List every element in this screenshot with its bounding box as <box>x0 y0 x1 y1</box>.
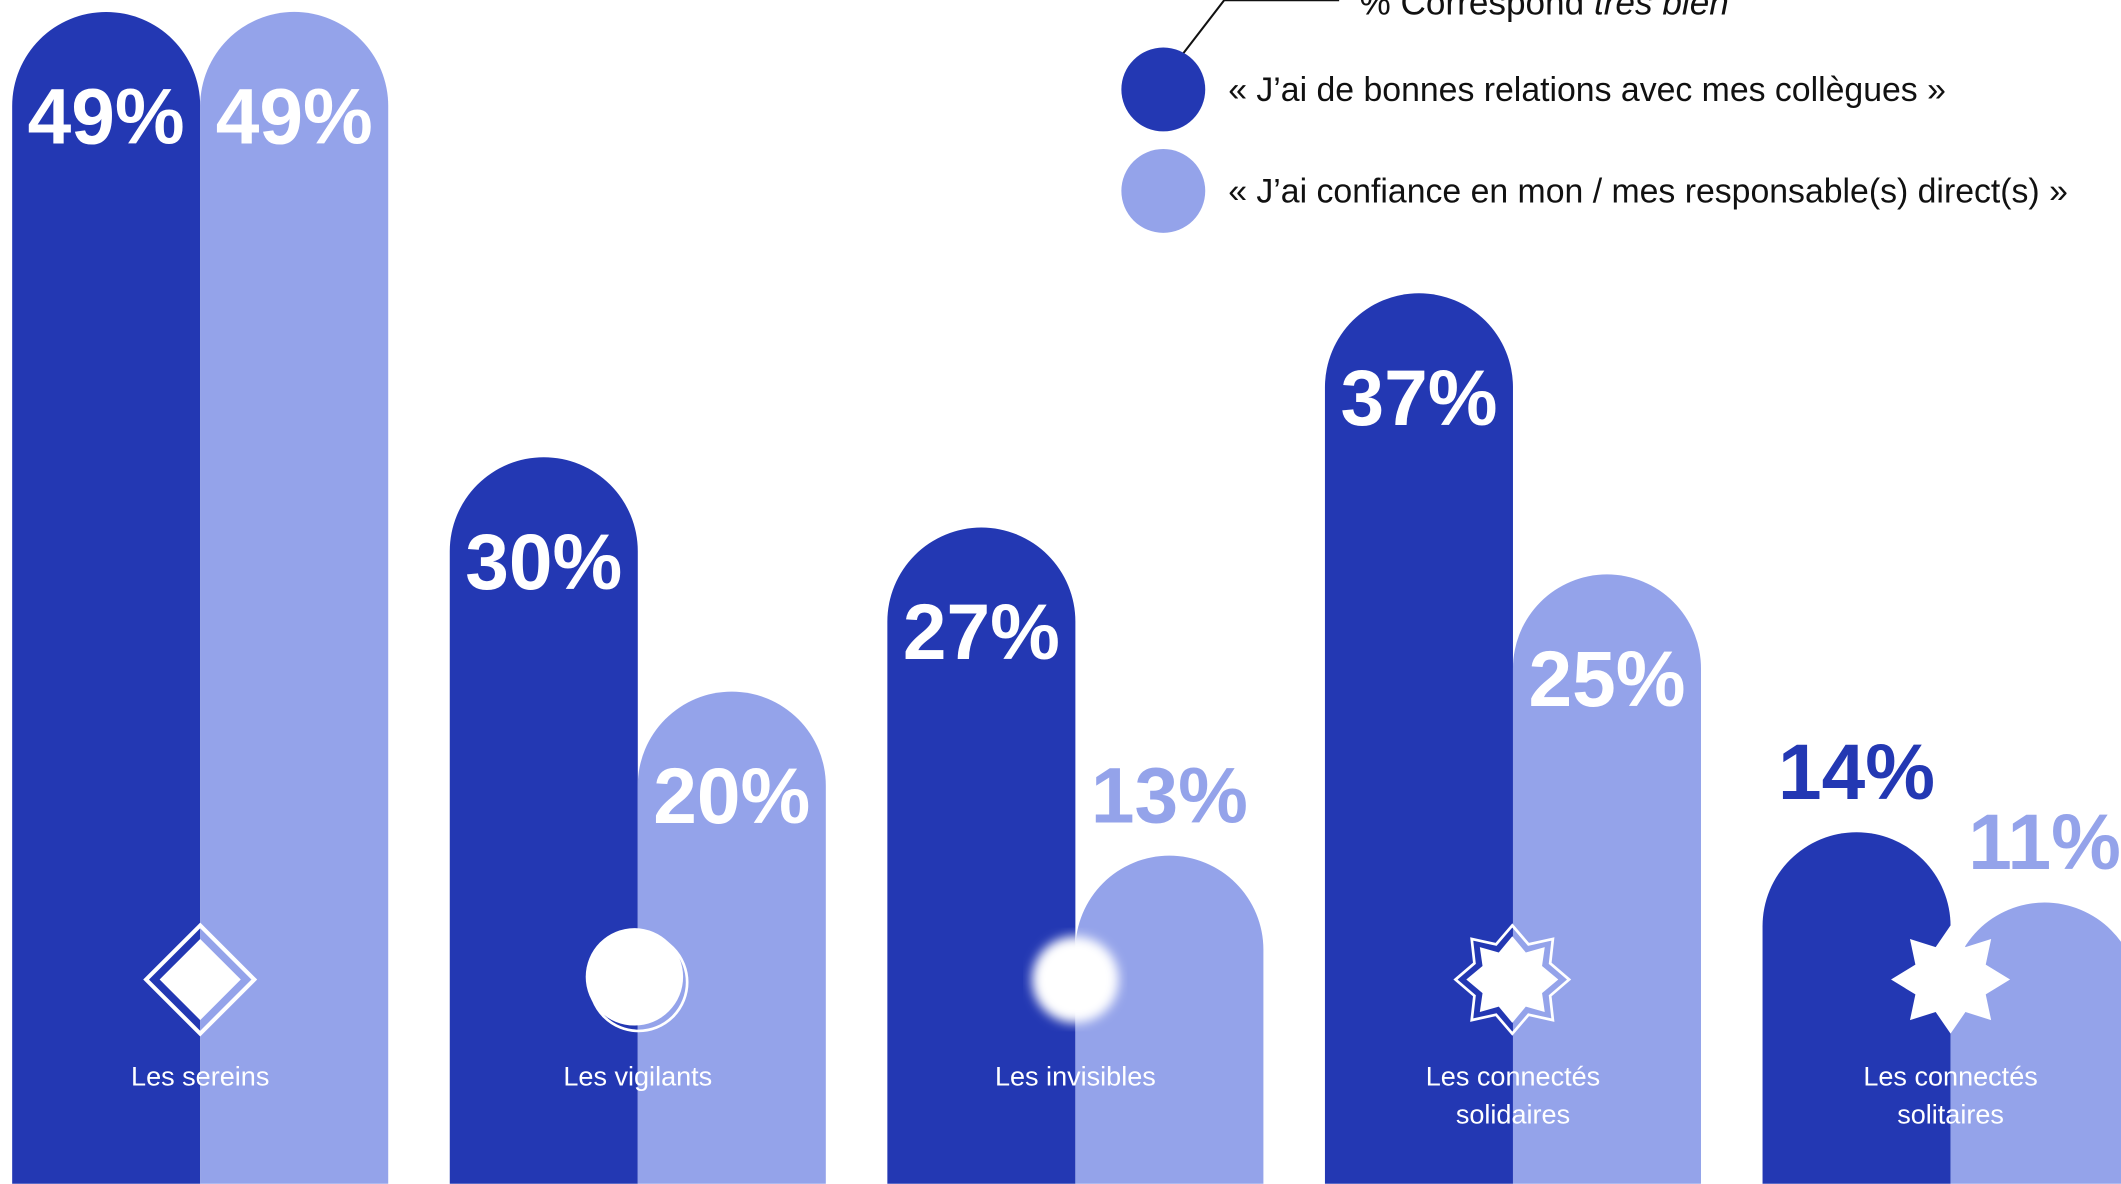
category-label: Les invisibles <box>995 1061 1156 1091</box>
category-label: Les vigilants <box>563 1061 712 1091</box>
bar <box>887 527 1076 1184</box>
value-label: 37% <box>1340 354 1497 442</box>
icon <box>1891 925 2011 1034</box>
bar <box>12 11 201 1184</box>
legend-swatch <box>1121 148 1206 233</box>
icon <box>143 922 258 1037</box>
value-label: 27% <box>903 588 1060 676</box>
bar <box>1075 855 1264 1184</box>
legend-title: % Correspond très bien <box>1359 0 1728 23</box>
bar <box>1324 293 1513 1184</box>
legend: % Correspond très bien « J’ai de bonnes … <box>1121 0 2068 233</box>
icon <box>1453 923 1572 1036</box>
value-label: 49% <box>216 73 373 161</box>
bar <box>1762 832 1951 1184</box>
category-label: Les sereins <box>131 1061 269 1091</box>
value-label: 14% <box>1778 728 1935 816</box>
value-label: 30% <box>465 518 622 606</box>
value-label: 49% <box>28 73 185 161</box>
category-label: solitaires <box>1897 1099 2004 1129</box>
icon <box>1032 936 1119 1023</box>
icon <box>1466 936 1559 1023</box>
legend-title-text: % Correspond <box>1359 0 1584 23</box>
bars <box>12 11 2121 1184</box>
legend-pointer <box>1169 0 1340 72</box>
icon <box>588 932 689 1033</box>
value-label: 20% <box>653 752 810 840</box>
legend-label: « J’ai confiance en mon / mes responsabl… <box>1228 173 2068 211</box>
value-label: 11% <box>1968 798 2121 886</box>
value-label: 25% <box>1528 635 1685 723</box>
bar <box>1512 574 1701 1184</box>
icon <box>585 928 684 1026</box>
category-label: solidaires <box>1456 1099 1570 1129</box>
bar <box>449 457 638 1184</box>
legend-title-emphasis: très bien <box>1594 0 1729 23</box>
legend-swatch <box>1121 47 1206 132</box>
category-label: Les connectés <box>1426 1061 1600 1091</box>
icons <box>143 922 2011 1037</box>
icon <box>159 938 241 1021</box>
bar <box>637 691 826 1184</box>
bar <box>200 11 389 1184</box>
legend-label: « J’ai de bonnes relations avec mes coll… <box>1228 71 1946 109</box>
category-label: Les connectés <box>1863 1061 2037 1091</box>
value-label: 13% <box>1091 751 1248 839</box>
